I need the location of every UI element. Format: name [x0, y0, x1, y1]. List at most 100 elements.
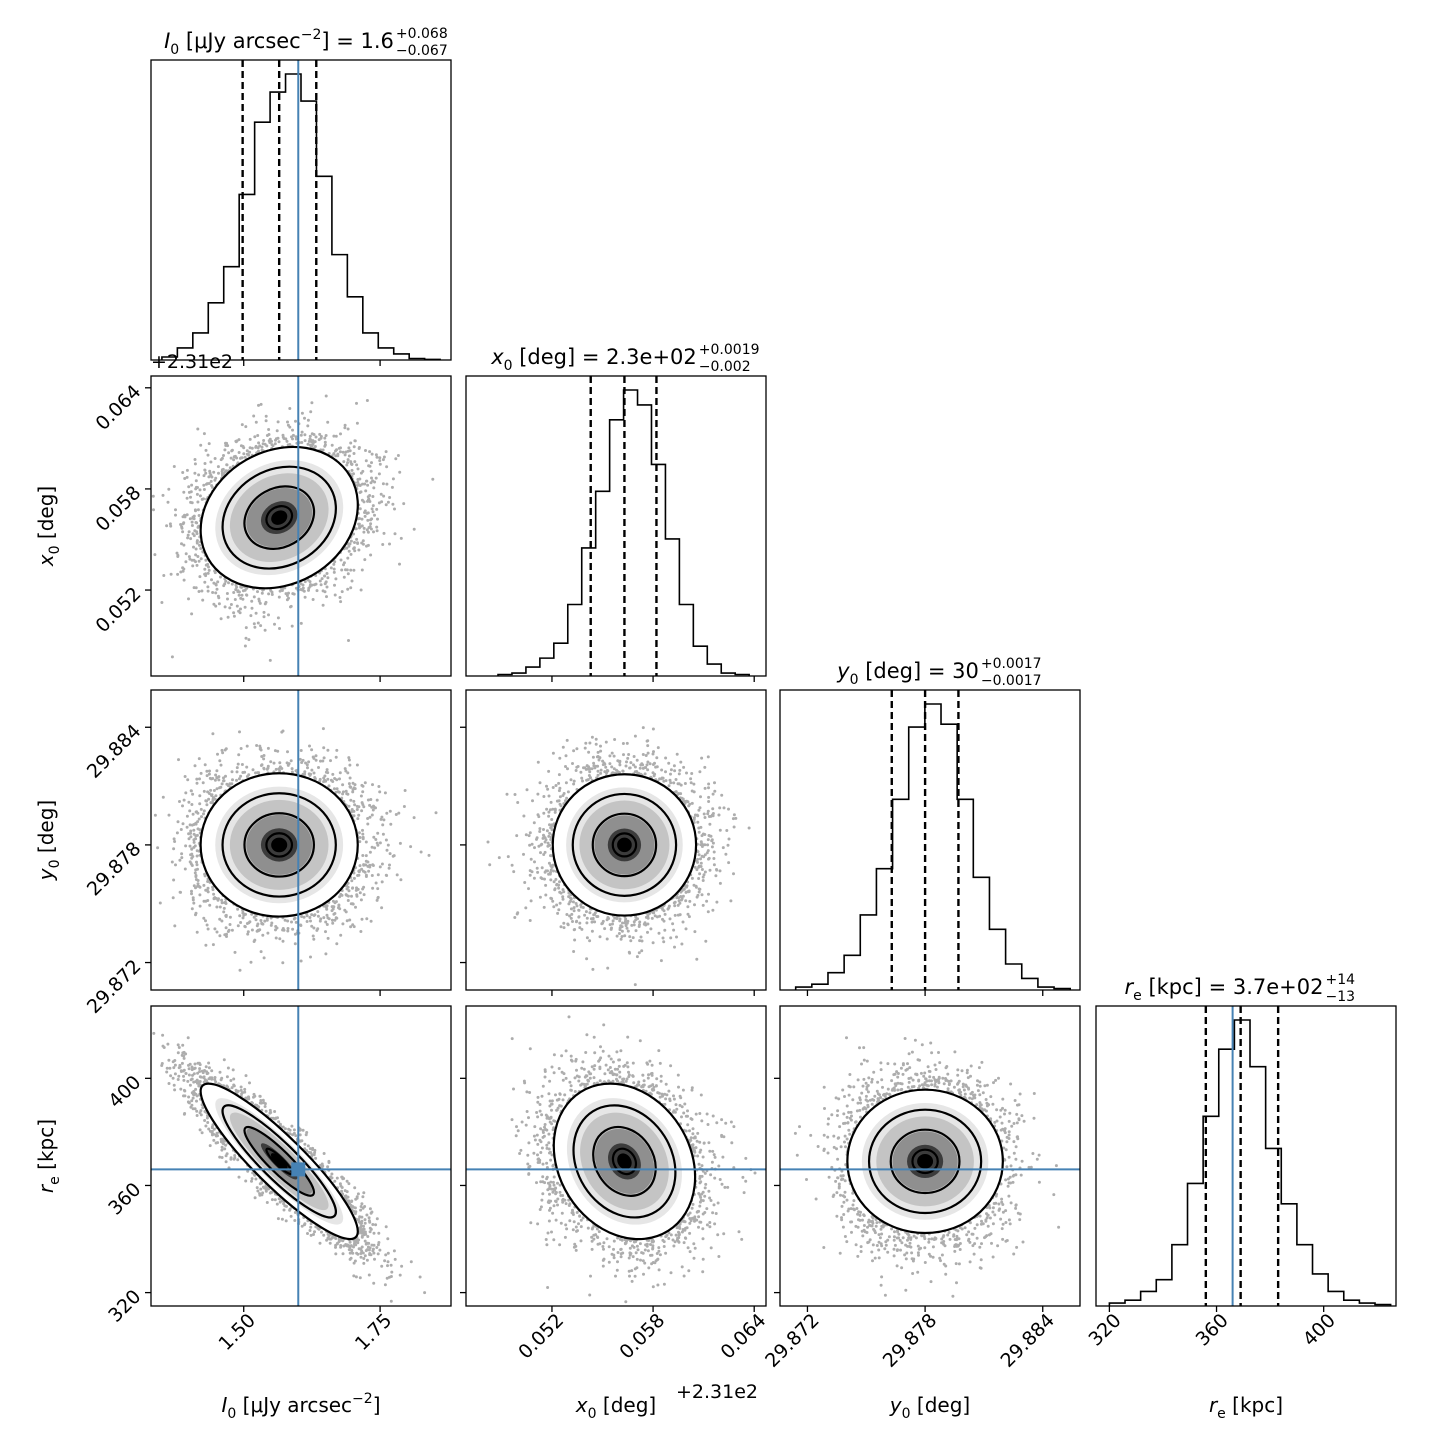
title-unit: [μJy arcsec — [179, 29, 301, 53]
label-subscript: 0 — [588, 1406, 597, 1422]
label-unit-close: ] — [373, 1393, 381, 1417]
hist-title-I0: I0 [μJy arcsec−2] = 1.6 — [164, 27, 394, 58]
contour-2 — [592, 1125, 657, 1197]
contour-0 — [199, 445, 359, 590]
panel-content — [486, 726, 751, 987]
histogram-step-re — [1108, 1019, 1392, 1306]
contour-1 — [571, 792, 678, 897]
label-unit: [deg] — [911, 1393, 971, 1417]
contour-1 — [221, 792, 337, 898]
contour-2 — [243, 485, 316, 550]
panel-frame — [465, 689, 767, 991]
x-tick-label-y0: 29.884 — [996, 1309, 1059, 1372]
density-peak — [917, 1154, 934, 1169]
panel-frame — [150, 59, 452, 361]
y-tick-label-y0: 29.878 — [83, 838, 146, 901]
label-symbol: I — [221, 1393, 227, 1417]
hist-title-re: re [kpc] = 3.7e+02 — [1125, 975, 1324, 1004]
x-axis-label-re: re [kpc] — [1209, 1393, 1283, 1422]
title-value: = 2.3e+02 — [575, 345, 697, 369]
x-tick-label-y0: 29.878 — [879, 1309, 942, 1372]
panel-background — [151, 60, 451, 360]
title-err-minus-re: −13 — [1325, 989, 1355, 1005]
offset-text-I0: +2.31e2 — [151, 351, 233, 373]
contour-0 — [199, 772, 359, 918]
y-tick-label-x0: 0.052 — [91, 583, 145, 637]
density-peak — [617, 837, 632, 853]
contour-0 — [199, 1082, 359, 1241]
contour-2 — [889, 1128, 961, 1195]
title-unit: [deg] — [859, 659, 922, 683]
panel-frame — [465, 1005, 767, 1307]
offset-text-x0: +2.31e2 — [676, 1381, 758, 1403]
contour-1 — [221, 1104, 337, 1219]
label-subscript: 0 — [47, 859, 63, 868]
contour-1 — [221, 465, 337, 570]
title-err-minus-I0: −0.067 — [396, 43, 448, 59]
label-unit: [deg] — [34, 800, 58, 860]
contour-0 — [552, 1082, 697, 1241]
hist-title-y0: y0 [deg] = 30 — [836, 659, 979, 688]
scatter-panel-I0-x0 — [150, 375, 452, 677]
truth-marker — [291, 1162, 306, 1177]
title-value: = 3.7e+02 — [1202, 975, 1324, 999]
label-symbol: y — [889, 1393, 903, 1417]
label-symbol: y — [34, 867, 58, 881]
y-tick-label-x0: 0.058 — [91, 482, 145, 536]
y-axis-label-y0: y0 [deg] — [34, 800, 63, 881]
label-symbol: x — [34, 554, 58, 567]
panel-content — [151, 690, 438, 990]
scatter-panel-x0-re — [465, 1005, 767, 1307]
panel-content — [151, 1006, 451, 1306]
x-axis-label-y0: y0 [deg] — [889, 1393, 970, 1422]
contour-3 — [611, 832, 638, 858]
x-tick-label-x0: 0.052 — [514, 1309, 568, 1363]
label-symbol: r — [1209, 1393, 1219, 1417]
label-subscript: 0 — [902, 1406, 911, 1422]
panel-frame — [1095, 1005, 1397, 1307]
panel-frame — [779, 1005, 1081, 1307]
x-tick-label-re: 360 — [1192, 1309, 1233, 1350]
label-symbol: x — [575, 1393, 588, 1417]
contour-1 — [867, 1108, 983, 1215]
title-unit-close: ] — [321, 29, 329, 53]
panel-frame — [465, 375, 767, 677]
x-axis-label-x0: x0 [deg] — [575, 1393, 656, 1422]
title-unit: [kpc] — [1142, 975, 1202, 999]
x-tick-label-re: 320 — [1084, 1309, 1125, 1350]
histogram-step-I0 — [161, 73, 441, 361]
hist-panel-y0: y0 [deg] = 30 +0.0017−0.0017 — [779, 656, 1081, 991]
scatter-panel-I0-re — [150, 1005, 452, 1307]
panel-frame — [150, 689, 452, 991]
panel-frame — [779, 689, 1081, 991]
x-tick-label-I0: 1.50 — [215, 1309, 260, 1354]
y-tick-label-re: 400 — [104, 1071, 145, 1112]
x-tick-label-x0: 0.058 — [615, 1309, 669, 1363]
panel-background — [780, 690, 1080, 990]
title-symbol: y — [836, 659, 850, 683]
title-subscript: 0 — [170, 42, 179, 58]
label-subscript: 0 — [47, 545, 63, 554]
contour-3 — [265, 832, 294, 858]
y-tick-label-x0: 0.064 — [91, 381, 145, 435]
title-err-plus-y0: +0.0017 — [981, 656, 1042, 672]
title-value: = 1.6 — [330, 29, 394, 53]
contour-3 — [611, 1147, 638, 1176]
title-symbol: r — [1125, 975, 1135, 999]
title-subscript: e — [1133, 988, 1142, 1004]
contour-0 — [846, 1088, 1004, 1235]
panel-frame — [150, 1005, 452, 1307]
x-axis-label-I0: I0 [μJy arcsec−2] — [221, 1391, 380, 1422]
hist-title-x0: x0 [deg] = 2.3e+02 — [490, 345, 697, 374]
title-symbol: I — [164, 29, 170, 53]
scatter-panel-I0-y0 — [150, 689, 452, 991]
y-tick-label-re: 320 — [104, 1286, 145, 1327]
title-unit: [deg] — [513, 345, 576, 369]
label-unit: [deg] — [34, 486, 58, 546]
hist-panel-re: re [kpc] = 3.7e+02 +14−13 — [1095, 972, 1397, 1307]
title-subscript: 0 — [850, 672, 859, 688]
scatter-panel-x0-y0 — [465, 689, 767, 991]
label-subscript: 0 — [227, 1406, 236, 1422]
density-peak — [270, 1153, 288, 1170]
panel-frame — [150, 375, 452, 677]
